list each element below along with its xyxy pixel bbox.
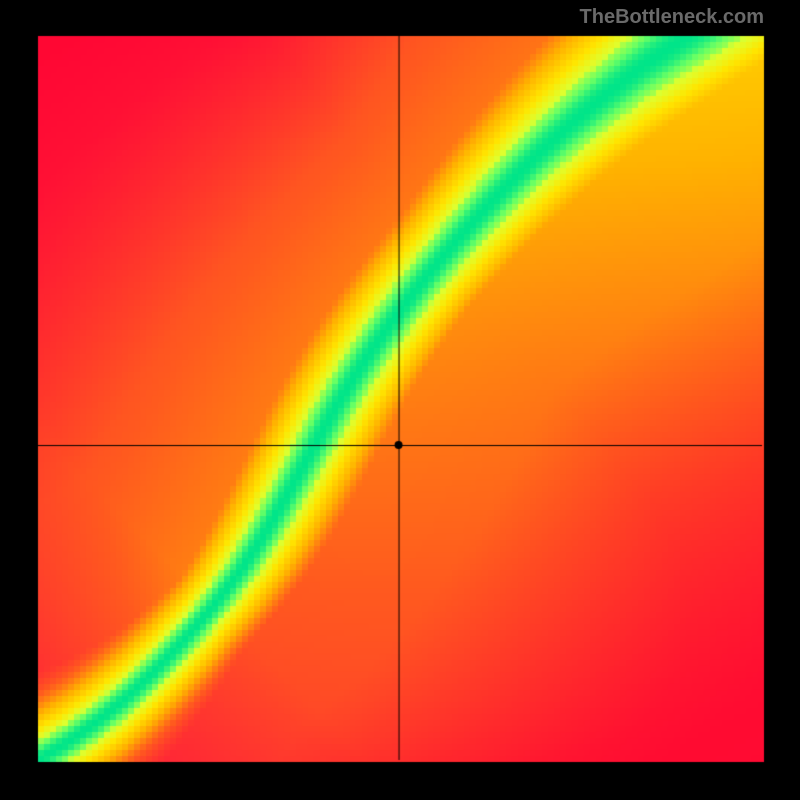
watermark-text: TheBottleneck.com (580, 6, 764, 29)
chart-container: TheBottleneck.com (0, 0, 800, 800)
heatmap-canvas (0, 0, 800, 800)
